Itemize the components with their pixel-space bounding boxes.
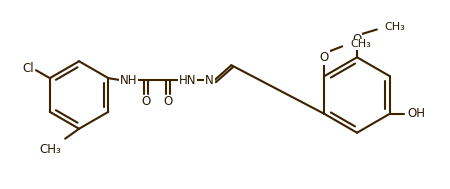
Text: NH: NH xyxy=(119,74,137,87)
Text: HN: HN xyxy=(179,74,197,87)
Text: N: N xyxy=(205,74,214,87)
Text: O: O xyxy=(141,95,151,108)
Text: O: O xyxy=(163,95,172,108)
Text: CH₃: CH₃ xyxy=(385,22,405,33)
Text: O: O xyxy=(320,51,329,64)
Text: OH: OH xyxy=(408,107,426,120)
Text: CH₃: CH₃ xyxy=(350,39,371,49)
Text: Cl: Cl xyxy=(22,62,34,75)
Text: O: O xyxy=(352,33,362,46)
Text: CH₃: CH₃ xyxy=(40,143,61,156)
